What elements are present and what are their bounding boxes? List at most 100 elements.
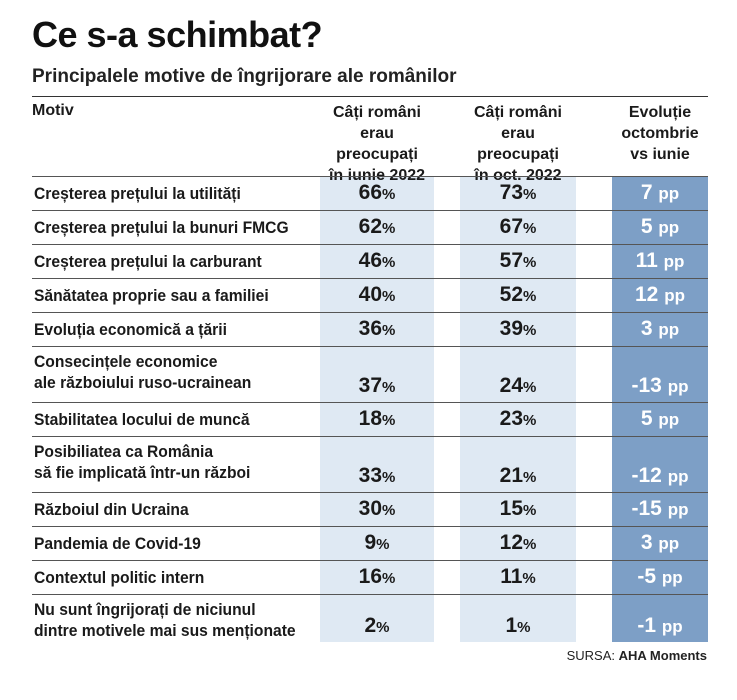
- june-value: 33%: [320, 464, 434, 488]
- evolution-value-unit: pp: [658, 410, 680, 429]
- row-label-line: Nu sunt îngrijorați de niciunul: [34, 600, 256, 619]
- october-value-number: 39: [499, 317, 523, 340]
- october-value: 11%: [460, 565, 576, 589]
- table-row: Creșterea prețului la utilități 66% 73% 7 p…: [32, 176, 708, 211]
- evolution-value-unit: pp: [663, 252, 685, 271]
- evolution-value-unit: pp: [667, 500, 689, 519]
- evolution-value-unit: pp: [658, 320, 680, 339]
- table-row: Evoluția economică a țării 36% 39% 3 pp: [32, 312, 708, 347]
- october-value: 21%: [460, 464, 576, 488]
- evolution-value-unit: pp: [658, 218, 680, 237]
- evolution-value: 5 pp: [612, 215, 708, 239]
- october-value-number: 57: [499, 249, 523, 272]
- row-label-line: ale războiului ruso-ucrainean: [34, 373, 252, 392]
- october-value-unit: %: [523, 412, 537, 429]
- evolution-value-unit: pp: [661, 617, 683, 636]
- october-value: 73%: [460, 181, 576, 205]
- row-label-line: Sănătatea proprie sau a familiei: [34, 286, 269, 305]
- header-evolution: Evoluție octombrie vs iunie: [612, 102, 708, 165]
- row-label: Contextul politic intern: [34, 567, 204, 588]
- june-value-number: 36: [358, 317, 382, 340]
- evolution-value-unit: pp: [661, 568, 683, 587]
- june-value-unit: %: [376, 619, 390, 636]
- page-subtitle: Principalele motive de îngrijorare ale r…: [32, 66, 457, 87]
- october-value-unit: %: [523, 469, 537, 486]
- table-row: Creșterea prețului la bunuri FMCG 62% 67% 5…: [32, 210, 708, 245]
- october-value: 15%: [460, 497, 576, 521]
- june-value-unit: %: [382, 469, 396, 486]
- october-value: 57%: [460, 249, 576, 273]
- june-value: 46%: [320, 249, 434, 273]
- row-label: Posibiliatea ca România să fie implicată …: [34, 441, 250, 483]
- row-label: Creșterea prețului la carburant: [34, 251, 262, 272]
- october-value: 24%: [460, 374, 576, 398]
- header-june-line: erau preocupați: [336, 125, 418, 163]
- header-june: Câți români erau preocupați în iunie 202…: [320, 102, 434, 186]
- june-value-unit: %: [376, 536, 390, 553]
- evolution-value-number: -15: [631, 497, 662, 520]
- evolution-value: 11 pp: [612, 249, 708, 273]
- october-value-number: 23: [499, 407, 523, 430]
- june-value: 36%: [320, 317, 434, 341]
- header-motiv: Motiv: [32, 102, 74, 119]
- june-value-unit: %: [382, 220, 396, 237]
- row-label-line: Pandemia de Covid-19: [34, 534, 201, 553]
- row-label: Creșterea prețului la bunuri FMCG: [34, 217, 289, 238]
- october-value-number: 21: [499, 464, 523, 487]
- evolution-value: 7 pp: [612, 181, 708, 205]
- october-value: 1%: [460, 614, 576, 638]
- june-value: 30%: [320, 497, 434, 521]
- table-row: Creșterea prețului la carburant 46% 57% 11 …: [32, 244, 708, 279]
- june-value-number: 16: [358, 565, 382, 588]
- evolution-value-number: 3: [640, 317, 653, 340]
- june-value: 2%: [320, 614, 434, 638]
- row-label-line: Evoluția economică a țării: [34, 320, 227, 339]
- source-prefix: SURSA:: [566, 648, 616, 663]
- source-name: AHA Moments: [618, 648, 707, 663]
- table-row: Nu sunt îngrijorați de niciunul dintre mo…: [32, 594, 708, 643]
- row-label: Stabilitatea locului de muncă: [34, 409, 250, 430]
- evolution-value: -12 pp: [612, 464, 708, 488]
- evolution-value-number: -13: [631, 374, 662, 397]
- june-value-number: 2: [364, 614, 377, 637]
- evolution-value-number: 7: [640, 181, 653, 204]
- row-label-line: să fie implicată într-un război: [34, 463, 251, 482]
- evolution-value-unit: pp: [658, 184, 680, 203]
- header-evolution-line: Evoluție: [628, 104, 692, 121]
- evolution-value-unit: pp: [667, 377, 689, 396]
- table-row: Războiul din Ucraina 30% 15% -15 pp: [32, 492, 708, 527]
- october-value-unit: %: [523, 254, 537, 271]
- source-note: SURSA: AHA Moments: [567, 648, 707, 663]
- june-value-number: 37: [358, 374, 382, 397]
- table-row: Contextul politic intern 16% 11% -5 pp: [32, 560, 708, 595]
- june-value-unit: %: [382, 288, 396, 305]
- june-value-number: 46: [358, 249, 382, 272]
- june-value-number: 62: [358, 215, 382, 238]
- october-value-number: 24: [499, 374, 523, 397]
- evolution-value-number: 5: [640, 407, 653, 430]
- june-value-unit: %: [382, 322, 396, 339]
- evolution-value-number: -5: [637, 565, 657, 588]
- evolution-value: -1 pp: [612, 614, 708, 638]
- table-row: Pandemia de Covid-19 9% 12% 3 pp: [32, 526, 708, 561]
- evolution-value-number: -12: [631, 464, 662, 487]
- evolution-value: -15 pp: [612, 497, 708, 521]
- june-value-unit: %: [382, 379, 396, 396]
- row-label-line: Creșterea prețului la carburant: [34, 252, 262, 271]
- evolution-value-number: 11: [635, 249, 658, 272]
- october-value: 67%: [460, 215, 576, 239]
- october-value-number: 11: [500, 565, 523, 588]
- table-row: Stabilitatea locului de muncă 18% 23% 5 pp: [32, 402, 708, 437]
- row-label-line: Consecințele economice: [34, 352, 218, 371]
- october-value-number: 12: [499, 531, 523, 554]
- october-value-unit: %: [522, 570, 536, 587]
- evolution-value: 3 pp: [612, 531, 708, 555]
- evolution-value-number: 5: [640, 215, 653, 238]
- june-value: 9%: [320, 531, 434, 555]
- june-value-number: 33: [358, 464, 382, 487]
- june-value: 37%: [320, 374, 434, 398]
- row-label-line: dintre motivele mai sus menționate: [34, 621, 296, 640]
- october-value: 23%: [460, 407, 576, 431]
- october-value-unit: %: [523, 379, 537, 396]
- evolution-value-number: 3: [640, 531, 653, 554]
